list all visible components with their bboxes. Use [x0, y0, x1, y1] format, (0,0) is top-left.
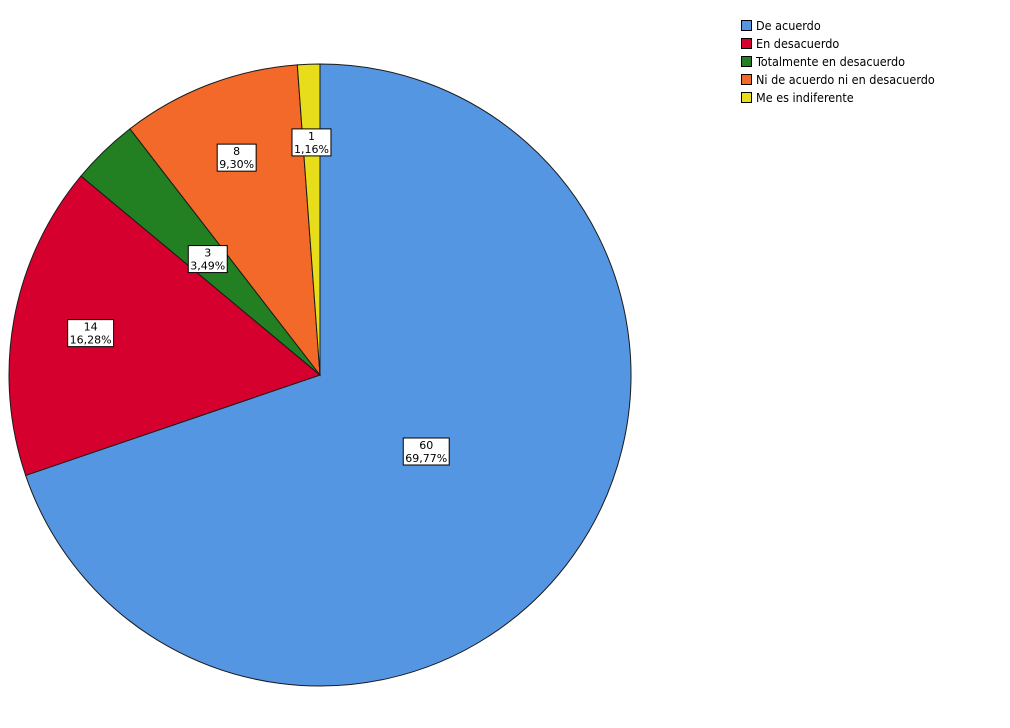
data-label-box: [291, 128, 332, 157]
pie-slice-en-desacuerdo: [8, 175, 322, 477]
pie-slice-ni-de-acuerdo-ni-en-desacuerdo: [129, 64, 321, 377]
data-label-percent: 9,30%: [219, 158, 254, 171]
data-label-box: [67, 319, 115, 348]
data-label-percent: 69,77%: [405, 452, 447, 465]
legend-swatch: [741, 19, 752, 31]
legend-label: Totalmente en desacuerdo: [756, 53, 906, 69]
legend-swatch: [741, 37, 752, 49]
legend-item: Ni de acuerdo ni en desacuerdo: [741, 70, 935, 88]
legend-label: Me es indiferente: [756, 89, 854, 105]
data-label: 89,30%: [216, 143, 257, 172]
data-label-box: [216, 143, 257, 172]
legend-swatch: [741, 91, 752, 103]
legend-item: Totalmente en desacuerdo: [741, 52, 935, 70]
data-label-percent: 1,16%: [294, 143, 329, 156]
legend-label: En desacuerdo: [756, 35, 840, 51]
data-label: 11,16%: [291, 128, 332, 157]
legend-swatch: [741, 73, 752, 85]
data-label-count: 60: [419, 439, 433, 452]
legend-label: Ni de acuerdo ni en desacuerdo: [756, 71, 935, 87]
legend-label: De acuerdo: [756, 17, 821, 33]
legend: De acuerdo En desacuerdo Totalmente en des…: [741, 16, 935, 106]
legend-swatch: [741, 55, 752, 67]
data-label-count: 14: [84, 321, 98, 334]
data-label: 33,49%: [187, 245, 228, 274]
data-label-box: [187, 245, 228, 274]
data-label-count: 1: [308, 130, 315, 143]
legend-item: En desacuerdo: [741, 34, 935, 52]
legend-item: De acuerdo: [741, 16, 935, 34]
data-label-percent: 16,28%: [70, 334, 112, 347]
data-label-percent: 3,49%: [190, 260, 225, 273]
data-label-count: 3: [204, 247, 211, 260]
pie-slice-de-acuerdo: [25, 63, 632, 687]
legend-item: Me es indiferente: [741, 88, 935, 106]
data-label-box: [402, 437, 450, 466]
data-label-count: 8: [233, 145, 240, 158]
